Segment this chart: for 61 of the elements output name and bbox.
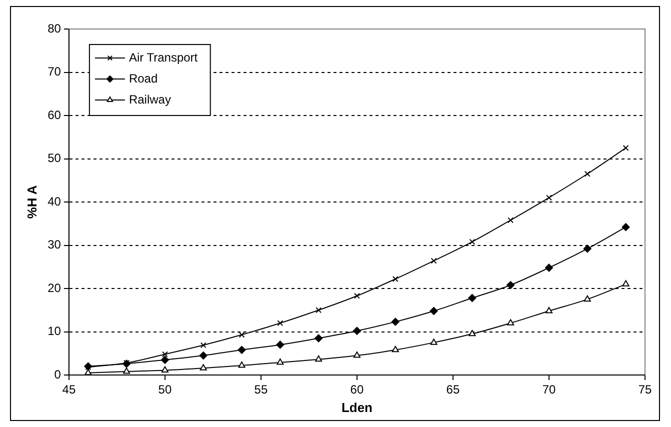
point — [545, 306, 553, 314]
point — [392, 276, 398, 282]
x-tick-label: 55 — [254, 382, 268, 397]
y-tick-label: 30 — [48, 238, 62, 252]
point — [430, 338, 438, 345]
point — [507, 319, 514, 326]
point — [622, 144, 629, 151]
point — [506, 281, 515, 290]
point — [276, 358, 284, 365]
x-axis-title: Lden — [341, 400, 373, 415]
point — [468, 294, 476, 302]
point — [583, 244, 592, 253]
point — [314, 334, 323, 342]
point — [160, 356, 169, 364]
legend-label: Road — [128, 71, 158, 86]
point — [468, 330, 476, 336]
point — [392, 346, 399, 352]
point — [508, 217, 514, 224]
point — [238, 361, 246, 368]
y-tick-label: 20 — [48, 280, 62, 295]
point — [469, 238, 476, 245]
x-tick-label: 45 — [62, 382, 76, 397]
x-tick-label: 70 — [542, 382, 556, 397]
y-tick-label: 70 — [48, 64, 62, 79]
point — [276, 340, 284, 349]
point — [622, 280, 630, 286]
point — [315, 355, 322, 362]
point — [353, 352, 361, 358]
legend-label: Railway — [128, 92, 171, 106]
point — [162, 351, 168, 358]
y-tick-label: 10 — [48, 324, 62, 338]
point — [430, 306, 438, 315]
y-tick-label: 60 — [48, 108, 62, 122]
y-tick-label: 0 — [54, 367, 62, 382]
point — [584, 170, 590, 177]
point — [277, 320, 284, 326]
point — [622, 223, 630, 232]
y-tick-label: 40 — [48, 194, 62, 208]
point — [391, 318, 400, 326]
x-tick-label: 50 — [158, 382, 172, 397]
x-tick-label: 75 — [638, 382, 652, 397]
point — [161, 366, 168, 372]
point — [200, 364, 207, 370]
point — [430, 258, 437, 264]
y-tick-label: 80 — [48, 21, 62, 36]
point — [123, 368, 130, 374]
point — [200, 342, 206, 348]
point — [238, 332, 245, 338]
y-axis-title: %H A — [24, 184, 40, 219]
legend-label: Air Transport — [128, 50, 198, 64]
point — [584, 295, 591, 302]
point — [238, 346, 246, 354]
y-tick-label: 50 — [48, 151, 62, 166]
point — [544, 264, 553, 272]
point — [352, 326, 361, 335]
x-tick-label: 60 — [350, 382, 364, 397]
point — [354, 292, 360, 299]
x-tick-label: 65 — [446, 382, 460, 397]
point — [316, 307, 322, 314]
point — [199, 352, 208, 360]
point — [546, 194, 552, 201]
